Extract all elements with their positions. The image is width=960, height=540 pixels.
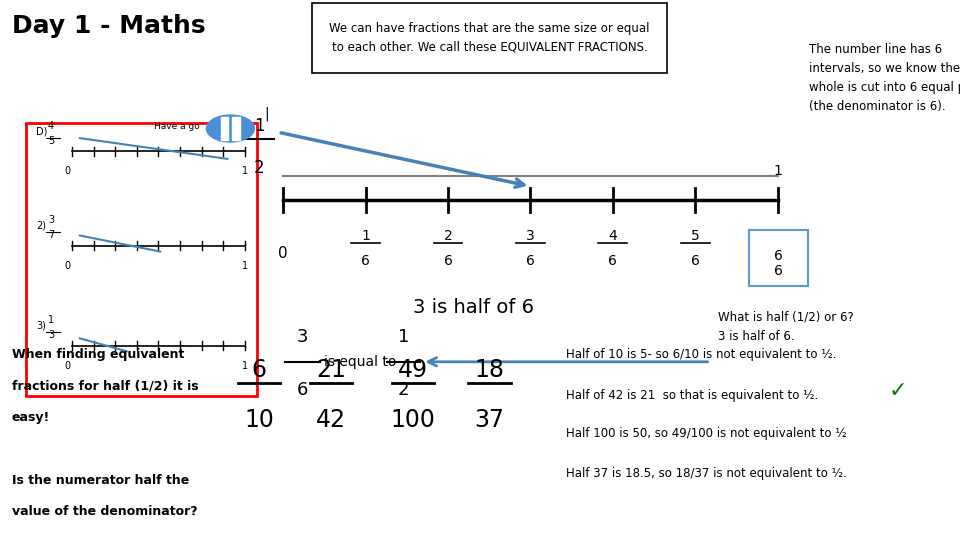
Text: 2): 2) — [36, 220, 46, 231]
Text: Is the numerator half the: Is the numerator half the — [12, 474, 189, 487]
Text: 2: 2 — [253, 159, 265, 177]
Text: 4: 4 — [609, 230, 617, 244]
Text: 3: 3 — [526, 230, 535, 244]
Text: 18: 18 — [474, 358, 505, 382]
Text: 21: 21 — [316, 358, 347, 382]
Text: 0: 0 — [64, 166, 70, 177]
Text: 37: 37 — [474, 408, 505, 431]
Text: 1: 1 — [397, 328, 409, 346]
Text: easy!: easy! — [12, 411, 50, 424]
Text: Day 1 - Maths: Day 1 - Maths — [12, 14, 205, 37]
Text: 1: 1 — [48, 315, 54, 325]
Text: 42: 42 — [316, 408, 347, 431]
Text: What is half (1/2) or 6?
3 is half of 6.: What is half (1/2) or 6? 3 is half of 6. — [718, 310, 853, 343]
Text: 7: 7 — [48, 230, 55, 240]
Text: 10: 10 — [244, 408, 275, 431]
Text: 6: 6 — [691, 254, 700, 268]
Text: 2: 2 — [444, 230, 452, 244]
Text: 3: 3 — [297, 328, 308, 346]
Text: 5: 5 — [48, 136, 55, 146]
Text: 49: 49 — [397, 358, 428, 382]
Text: 6: 6 — [526, 254, 535, 268]
Text: 1: 1 — [242, 361, 248, 371]
FancyBboxPatch shape — [749, 230, 808, 286]
Text: The number line has 6
intervals, so we know the 1
whole is cut into 6 equal part: The number line has 6 intervals, so we k… — [809, 43, 960, 113]
Text: 6: 6 — [297, 381, 308, 399]
Text: |: | — [265, 106, 269, 120]
Text: 3): 3) — [36, 320, 46, 330]
Text: Half of 10 is 5- so 6/10 is not equivalent to ½.: Half of 10 is 5- so 6/10 is not equivale… — [566, 348, 837, 361]
Text: 1: 1 — [361, 230, 370, 244]
Circle shape — [206, 115, 254, 142]
FancyBboxPatch shape — [26, 123, 257, 396]
Text: 6: 6 — [774, 264, 783, 278]
Text: 6: 6 — [444, 254, 452, 268]
Text: Half 100 is 50, so 49/100 is not equivalent to ½: Half 100 is 50, so 49/100 is not equival… — [566, 427, 847, 440]
Bar — [232, 117, 240, 140]
Text: Half of 42 is 21  so that is equivalent to ½.: Half of 42 is 21 so that is equivalent t… — [566, 389, 819, 402]
Text: 1: 1 — [253, 117, 265, 135]
Text: D): D) — [36, 126, 48, 136]
Text: fractions for half (1/2) it is: fractions for half (1/2) it is — [12, 380, 198, 393]
Text: 1: 1 — [242, 166, 248, 177]
Bar — [221, 117, 228, 140]
Text: When finding equivalent: When finding equivalent — [12, 348, 184, 361]
Text: We can have fractions that are the same size or equal
to each other. We call the: We can have fractions that are the same … — [329, 22, 650, 54]
Text: 6: 6 — [609, 254, 617, 268]
Text: 6: 6 — [774, 249, 783, 264]
Text: 6: 6 — [252, 358, 267, 382]
FancyBboxPatch shape — [312, 3, 667, 73]
Text: value of the denominator?: value of the denominator? — [12, 505, 197, 518]
Text: 100: 100 — [391, 408, 435, 431]
Text: 4: 4 — [48, 120, 54, 131]
Text: 3 is half of 6: 3 is half of 6 — [413, 298, 534, 318]
Text: 0: 0 — [64, 261, 70, 271]
Text: is equal to: is equal to — [324, 355, 396, 369]
Text: 0: 0 — [64, 361, 70, 371]
Text: 5: 5 — [691, 230, 700, 244]
Text: 1: 1 — [773, 164, 782, 178]
Text: Have a go: Have a go — [154, 123, 200, 131]
Text: 1: 1 — [242, 261, 248, 271]
Text: 0: 0 — [278, 246, 288, 261]
Text: 2: 2 — [397, 381, 409, 399]
Text: 3: 3 — [48, 330, 54, 340]
Text: Half 37 is 18.5, so 18/37 is not equivalent to ½.: Half 37 is 18.5, so 18/37 is not equival… — [566, 467, 847, 480]
Text: ✓: ✓ — [888, 381, 907, 401]
Text: 6: 6 — [361, 254, 370, 268]
Text: 3: 3 — [48, 215, 54, 225]
